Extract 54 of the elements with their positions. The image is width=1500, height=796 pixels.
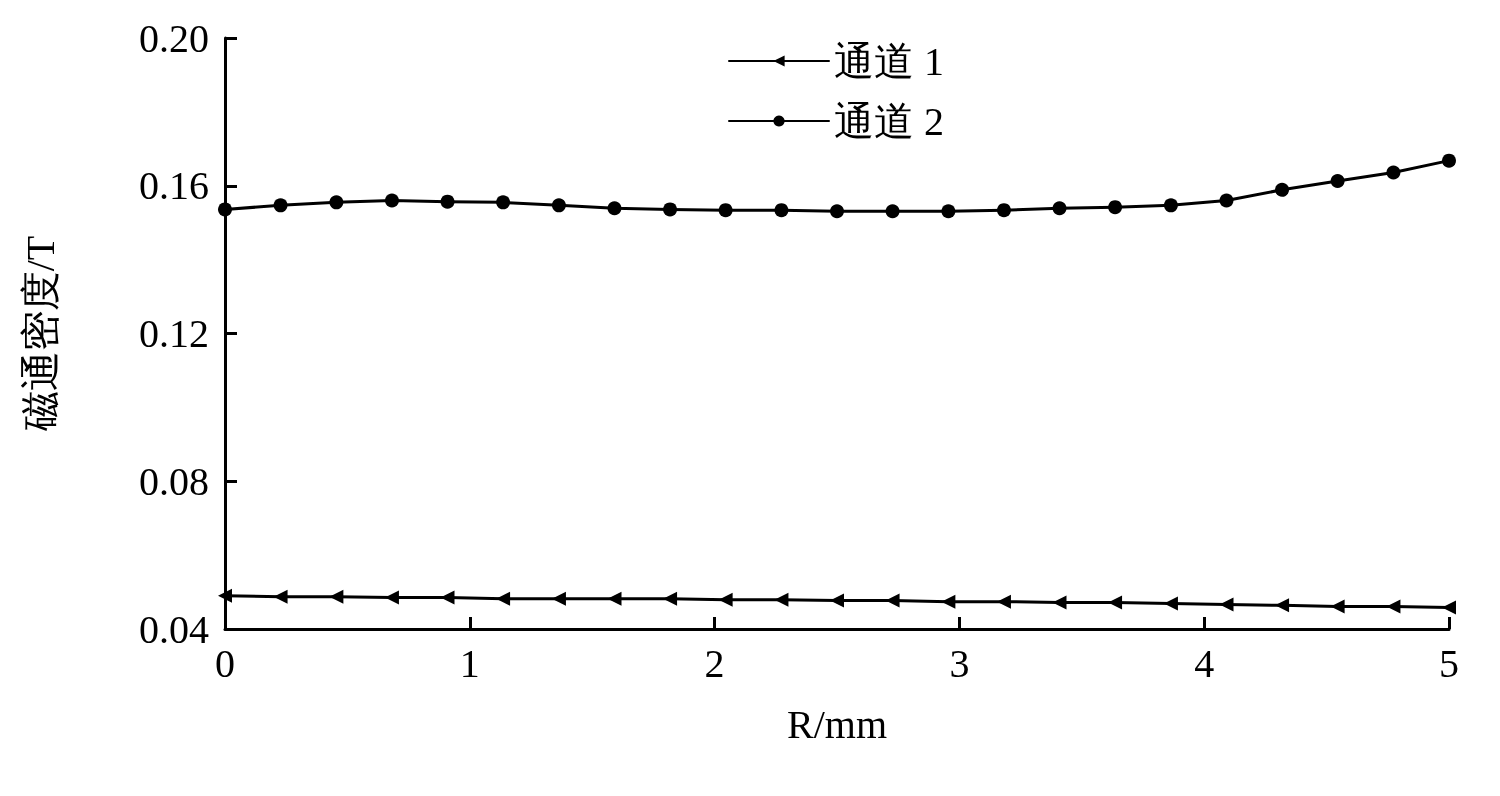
point — [774, 203, 789, 218]
point — [996, 203, 1011, 218]
point — [551, 198, 566, 213]
point — [1163, 596, 1178, 611]
point — [830, 593, 844, 608]
point — [496, 591, 511, 606]
point — [218, 202, 232, 217]
point — [1052, 595, 1067, 610]
y-axis-title: 磁通密度/T — [17, 235, 63, 433]
point — [1442, 600, 1456, 615]
point — [218, 588, 232, 603]
point — [273, 198, 288, 213]
y-tick-label: 0.16 — [139, 163, 209, 209]
point — [496, 195, 511, 210]
x-axis-title: R/mm — [786, 701, 888, 747]
x-tick-label: 0 — [215, 640, 235, 686]
point — [1275, 182, 1290, 197]
point — [1108, 200, 1123, 215]
point — [830, 204, 844, 219]
point — [1163, 198, 1178, 213]
point — [774, 592, 789, 607]
legend-label: 通道 2 — [834, 98, 944, 144]
point — [941, 594, 956, 609]
x-tick-label: 4 — [1194, 640, 1215, 686]
point — [718, 203, 733, 218]
point — [384, 193, 399, 208]
point — [1219, 597, 1234, 612]
point — [273, 589, 288, 604]
y-tick-label: 0.04 — [139, 606, 209, 652]
x-tick-label: 1 — [459, 640, 480, 686]
point — [941, 204, 956, 219]
x-tick-label: 2 — [704, 640, 725, 686]
point — [329, 589, 344, 604]
point — [1330, 173, 1345, 188]
point — [440, 194, 455, 209]
legend-label: 通道 1 — [834, 38, 944, 84]
x-tick-label: 3 — [949, 640, 970, 686]
point — [1330, 599, 1345, 614]
y-tick-label: 0.12 — [139, 311, 209, 356]
x-tick-label: 5 — [1439, 640, 1459, 686]
point — [1052, 201, 1067, 216]
point — [663, 591, 678, 606]
y-tick-label: 0.20 — [139, 15, 209, 61]
y-tick-label: 0.08 — [139, 458, 209, 504]
point — [1219, 193, 1234, 208]
point — [329, 195, 344, 210]
point — [718, 592, 733, 607]
point — [1386, 165, 1401, 180]
point — [885, 204, 900, 219]
point — [663, 202, 678, 217]
point — [1442, 153, 1456, 168]
point — [607, 591, 622, 606]
point — [1275, 598, 1290, 613]
point — [607, 201, 622, 216]
